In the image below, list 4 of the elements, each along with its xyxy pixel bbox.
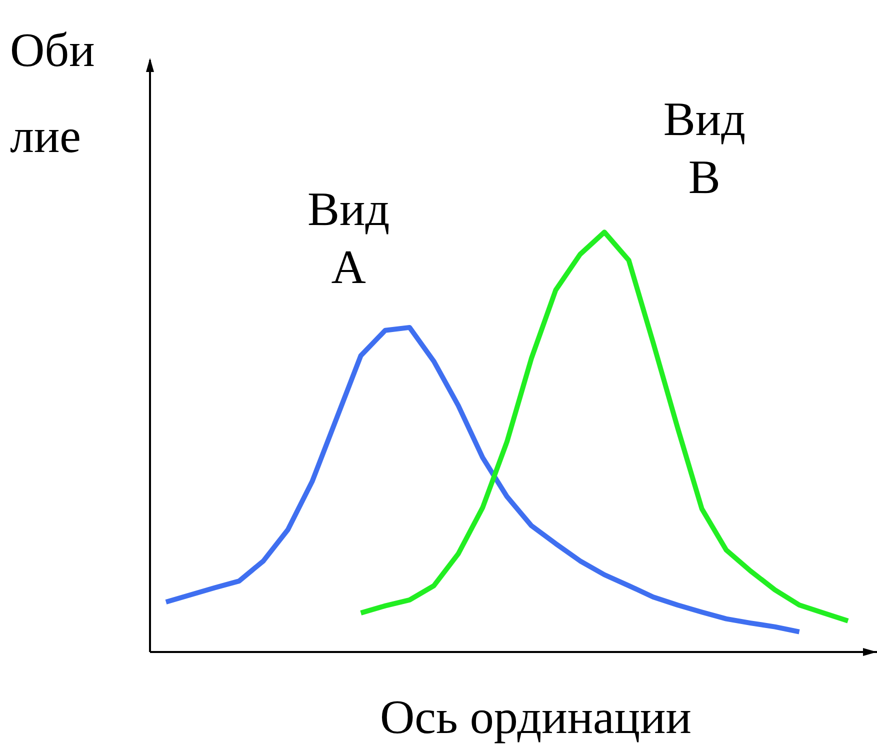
x-axis-title: Ось ординации [380,690,692,745]
series-label: Вид A [306,182,391,296]
y-axis-title: Обилие [10,23,95,165]
series-label: Вид B [662,92,746,206]
